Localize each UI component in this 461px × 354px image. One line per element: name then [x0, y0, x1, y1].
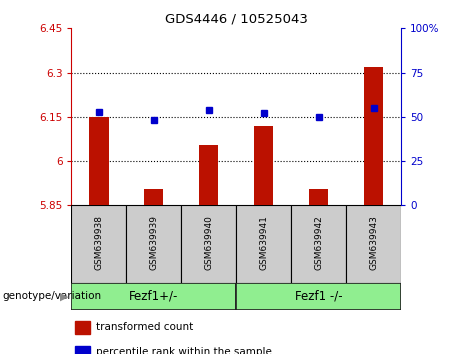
Title: GDS4446 / 10525043: GDS4446 / 10525043	[165, 13, 307, 26]
Bar	[181, 205, 236, 283]
Bar	[199, 145, 219, 205]
Text: genotype/variation: genotype/variation	[2, 291, 101, 302]
Text: transformed count: transformed count	[96, 322, 194, 332]
Bar	[144, 189, 164, 205]
Bar	[71, 205, 126, 283]
Bar	[89, 118, 108, 205]
Text: GSM639943: GSM639943	[369, 215, 378, 270]
Bar	[309, 189, 328, 205]
Bar	[236, 205, 291, 283]
Bar	[291, 205, 346, 283]
Text: ▶: ▶	[60, 291, 68, 302]
Text: Fezf1 -/-: Fezf1 -/-	[295, 290, 343, 303]
Bar	[254, 126, 273, 205]
Bar	[75, 321, 89, 334]
Text: GSM639942: GSM639942	[314, 215, 323, 270]
Text: percentile rank within the sample: percentile rank within the sample	[96, 347, 272, 354]
Bar	[75, 346, 89, 354]
Text: GSM639941: GSM639941	[259, 215, 268, 270]
Text: GSM639939: GSM639939	[149, 215, 159, 270]
Bar	[236, 283, 401, 310]
Bar	[71, 283, 236, 310]
Bar	[126, 205, 181, 283]
Text: GSM639938: GSM639938	[95, 215, 103, 270]
Bar	[346, 205, 401, 283]
Bar	[364, 67, 383, 205]
Text: GSM639940: GSM639940	[204, 215, 213, 270]
Text: Fezf1+/-: Fezf1+/-	[129, 290, 178, 303]
